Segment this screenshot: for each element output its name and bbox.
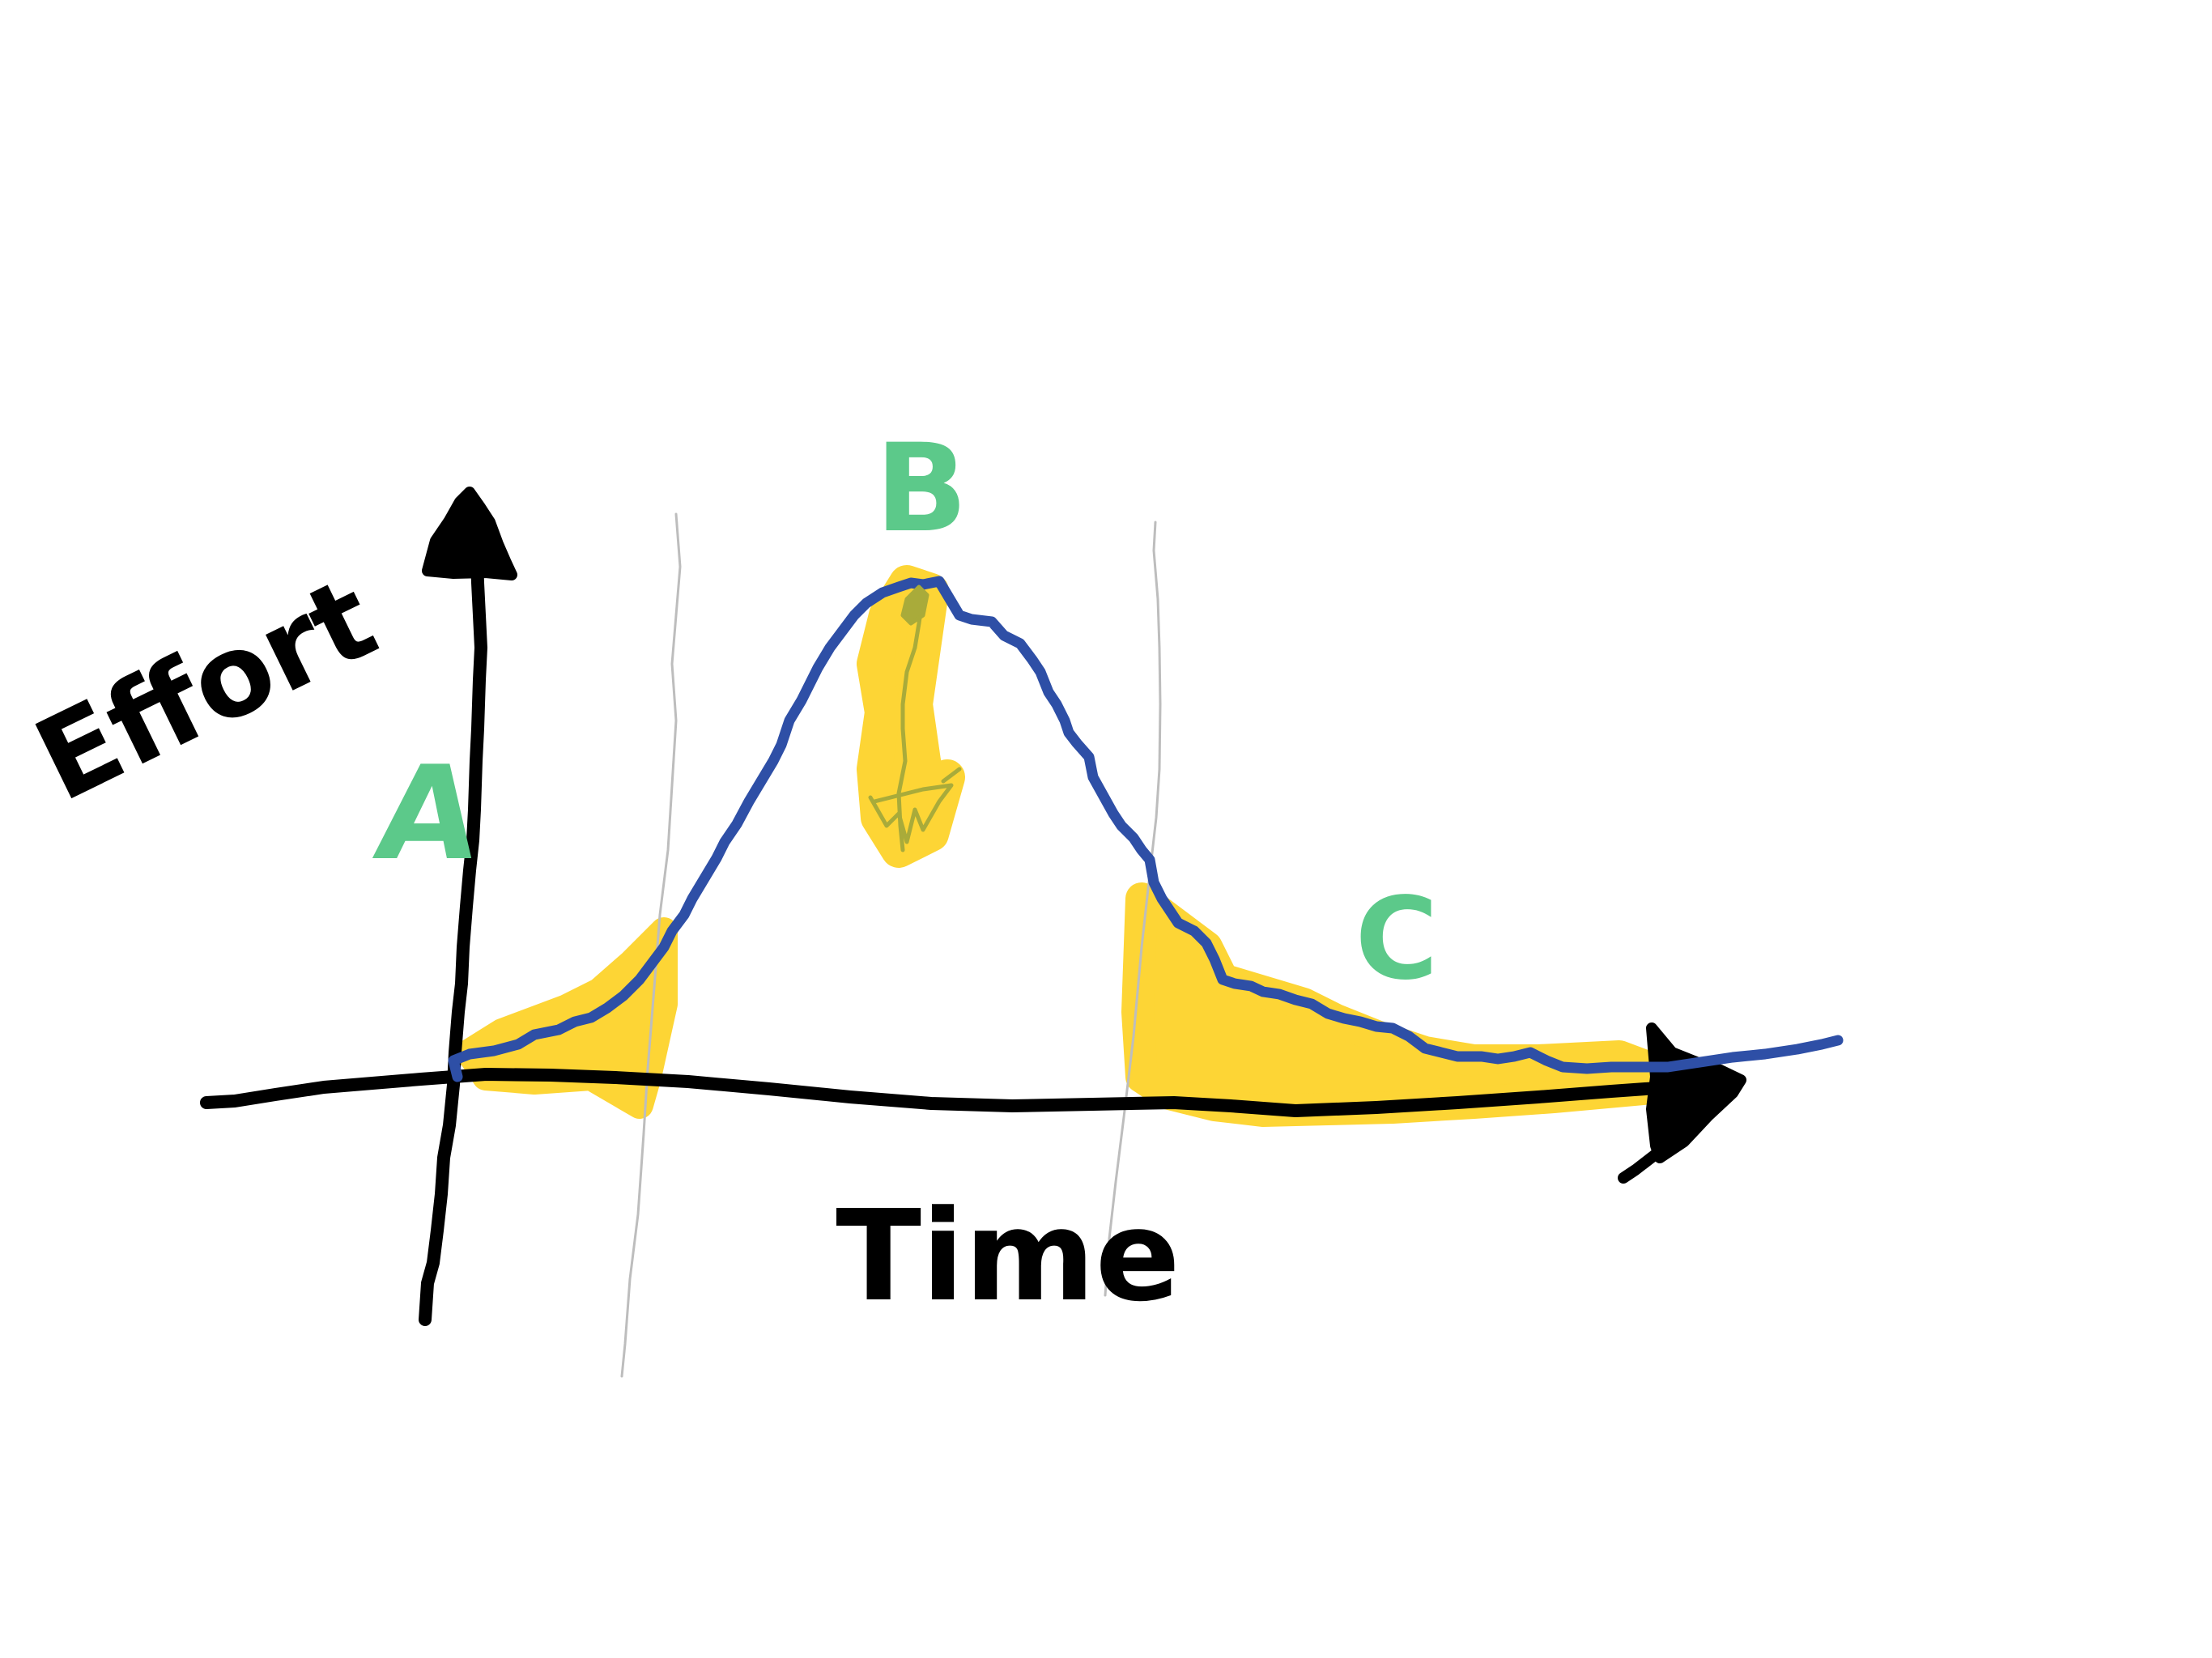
effort-curve	[448, 576, 1844, 1082]
peak-marker-line	[896, 593, 925, 852]
highlight-layer	[456, 565, 1668, 1127]
divider-a-b	[620, 512, 682, 1378]
peak-marker-dot	[900, 585, 929, 626]
highlight-region-b	[857, 565, 965, 868]
peak-marker	[868, 585, 962, 852]
axis-arrowheads	[422, 487, 1746, 1184]
x-axis-title: Time	[836, 1183, 1180, 1329]
divider-b-c	[1104, 521, 1162, 1297]
phase-dividers	[620, 512, 1162, 1378]
peak-marker-scribble	[868, 767, 962, 844]
y-axis-arrowhead	[422, 487, 517, 580]
y-axis-line	[419, 552, 487, 1326]
x-axis-arrowhead-tail	[1618, 1083, 1738, 1184]
y-axis-title: Effort	[16, 552, 395, 827]
x-axis-line	[200, 1068, 1739, 1117]
axes	[200, 552, 1739, 1326]
phase-label-b: B	[875, 419, 968, 559]
phase-label-a: A	[368, 738, 489, 889]
phase-label-c: C	[1355, 874, 1439, 1005]
